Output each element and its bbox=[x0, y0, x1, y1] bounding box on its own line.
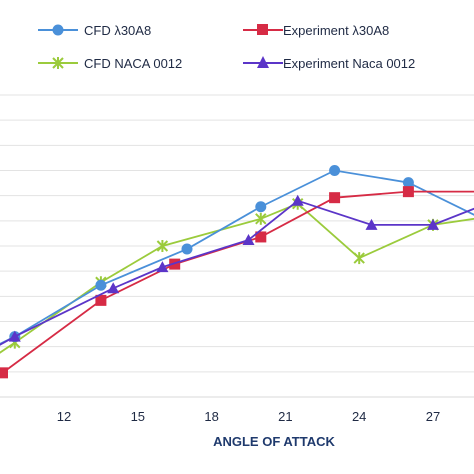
legend-item-3: Experiment Naca 0012 bbox=[243, 56, 415, 71]
data-point bbox=[255, 231, 267, 243]
x-tick-label: 15 bbox=[131, 409, 145, 424]
data-point bbox=[242, 233, 255, 245]
legend-marker-1 bbox=[257, 24, 268, 35]
data-point bbox=[156, 240, 169, 252]
data-point bbox=[329, 192, 341, 204]
series-0 bbox=[0, 165, 474, 345]
data-point bbox=[95, 294, 107, 306]
legend-label-0: CFD λ30A8 bbox=[84, 23, 151, 38]
data-point bbox=[402, 186, 414, 198]
legend-label-2: CFD NACA 0012 bbox=[84, 56, 182, 71]
data-point bbox=[329, 165, 341, 176]
plot-area: 12 15 18 21 24 27 bbox=[0, 94, 474, 424]
data-point bbox=[181, 243, 193, 255]
series-layer bbox=[0, 165, 474, 379]
x-axis-title: ANGLE OF ATTACK bbox=[213, 434, 335, 449]
x-tick-label: 21 bbox=[278, 409, 292, 424]
legend-marker-3 bbox=[257, 56, 269, 68]
legend-marker-2 bbox=[52, 57, 64, 69]
data-point bbox=[427, 218, 439, 230]
legend-marker-0 bbox=[52, 24, 64, 36]
data-point bbox=[0, 367, 8, 379]
series-line-0 bbox=[0, 169, 474, 345]
x-tick-labels: 12 15 18 21 24 27 bbox=[57, 409, 440, 424]
data-point bbox=[353, 252, 365, 265]
data-point bbox=[156, 261, 169, 273]
legend-label-3: Experiment Naca 0012 bbox=[283, 56, 415, 71]
data-point bbox=[8, 330, 21, 342]
data-point bbox=[402, 177, 414, 189]
series-line-2 bbox=[0, 202, 474, 354]
x-tick-label: 18 bbox=[204, 409, 218, 424]
legend: CFD λ30A8 Experiment λ30A8 CFD NACA 0012… bbox=[38, 23, 415, 71]
legend-label-1: Experiment λ30A8 bbox=[283, 23, 389, 38]
series-1 bbox=[0, 186, 474, 379]
x-tick-label: 12 bbox=[57, 409, 71, 424]
data-point bbox=[255, 201, 267, 213]
x-tick-label: 27 bbox=[426, 409, 440, 424]
data-point bbox=[95, 279, 107, 291]
data-point bbox=[107, 282, 120, 294]
series-3 bbox=[0, 194, 474, 346]
gridlines bbox=[0, 94, 474, 373]
legend-item-2: CFD NACA 0012 bbox=[38, 56, 182, 71]
data-point bbox=[255, 212, 267, 225]
x-tick-label: 24 bbox=[352, 409, 366, 424]
legend-item-0: CFD λ30A8 bbox=[38, 23, 151, 38]
data-point bbox=[291, 194, 304, 206]
data-point bbox=[365, 218, 378, 230]
legend-item-1: Experiment λ30A8 bbox=[243, 23, 389, 38]
